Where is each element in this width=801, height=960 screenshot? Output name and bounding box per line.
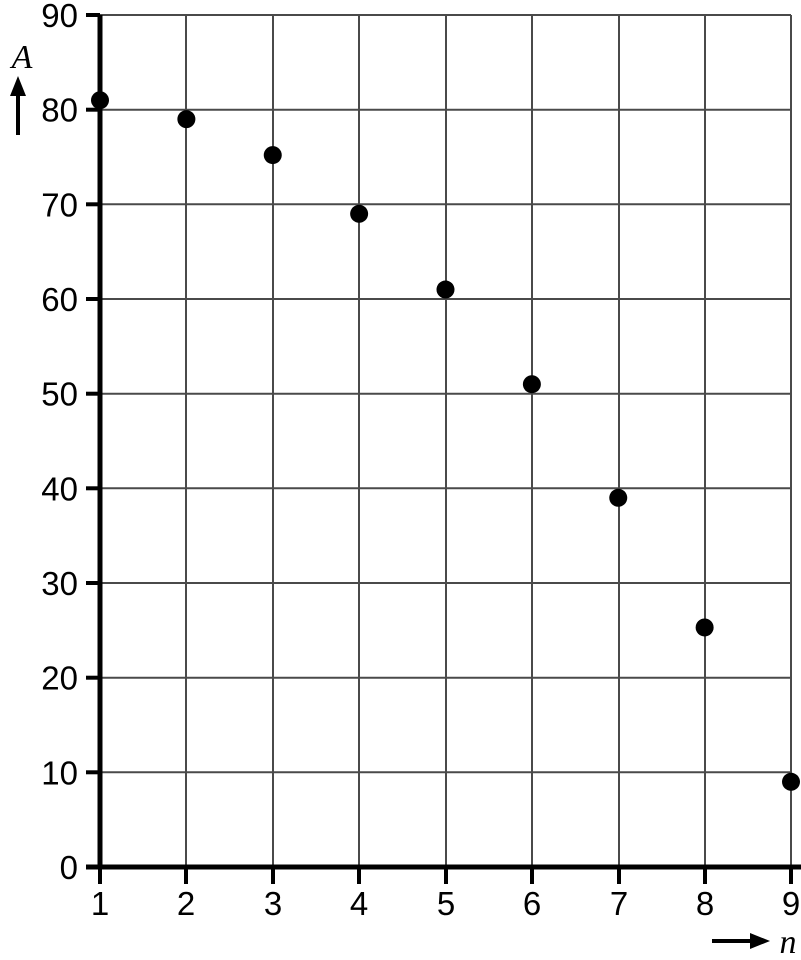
up-arrow-icon: [10, 76, 26, 135]
y-tick-label-50: 50: [41, 376, 78, 413]
x-tick-label-5: 5: [437, 885, 455, 922]
data-point: [695, 618, 714, 637]
y-tick-label-0: 0: [60, 849, 78, 886]
vertical-gridlines: [99, 15, 792, 867]
data-point: [609, 488, 628, 507]
x-axis-title: n: [780, 924, 797, 960]
y-axis-ticks: [86, 13, 100, 869]
x-tick-label-7: 7: [610, 885, 628, 922]
data-point: [263, 146, 282, 165]
y-axis-tick-labels: 90 80 70 60 50 40 30 20 10 0: [41, 0, 78, 886]
data-point: [782, 772, 800, 791]
x-axis-ticks: [98, 867, 793, 884]
y-tick-label-80: 80: [41, 92, 78, 129]
y-axis-title: A: [10, 39, 33, 76]
data-point: [177, 110, 196, 129]
y-tick-label-90: 90: [41, 0, 78, 34]
horizontal-gridlines: [100, 14, 791, 774]
x-tick-label-9: 9: [782, 885, 800, 922]
x-tick-label-2: 2: [177, 885, 195, 922]
y-tick-label-30: 30: [41, 565, 78, 602]
x-tick-label-1: 1: [91, 885, 109, 922]
data-point: [91, 91, 109, 110]
y-tick-label-60: 60: [41, 281, 78, 318]
data-point: [350, 204, 369, 223]
x-tick-label-6: 6: [523, 885, 541, 922]
x-axis-tick-labels: 1 2 3 4 5 6 7 8 9: [91, 885, 800, 922]
y-tick-label-40: 40: [41, 470, 78, 507]
y-tick-label-70: 70: [41, 186, 78, 223]
x-tick-label-4: 4: [350, 885, 368, 922]
y-tick-label-10: 10: [41, 754, 78, 791]
right-arrow-icon: [712, 933, 770, 949]
x-tick-label-3: 3: [264, 885, 282, 922]
data-point: [436, 280, 455, 299]
y-tick-label-20: 20: [41, 660, 78, 697]
x-tick-label-8: 8: [696, 885, 714, 922]
data-point-group: [91, 91, 800, 791]
data-point: [522, 375, 541, 394]
